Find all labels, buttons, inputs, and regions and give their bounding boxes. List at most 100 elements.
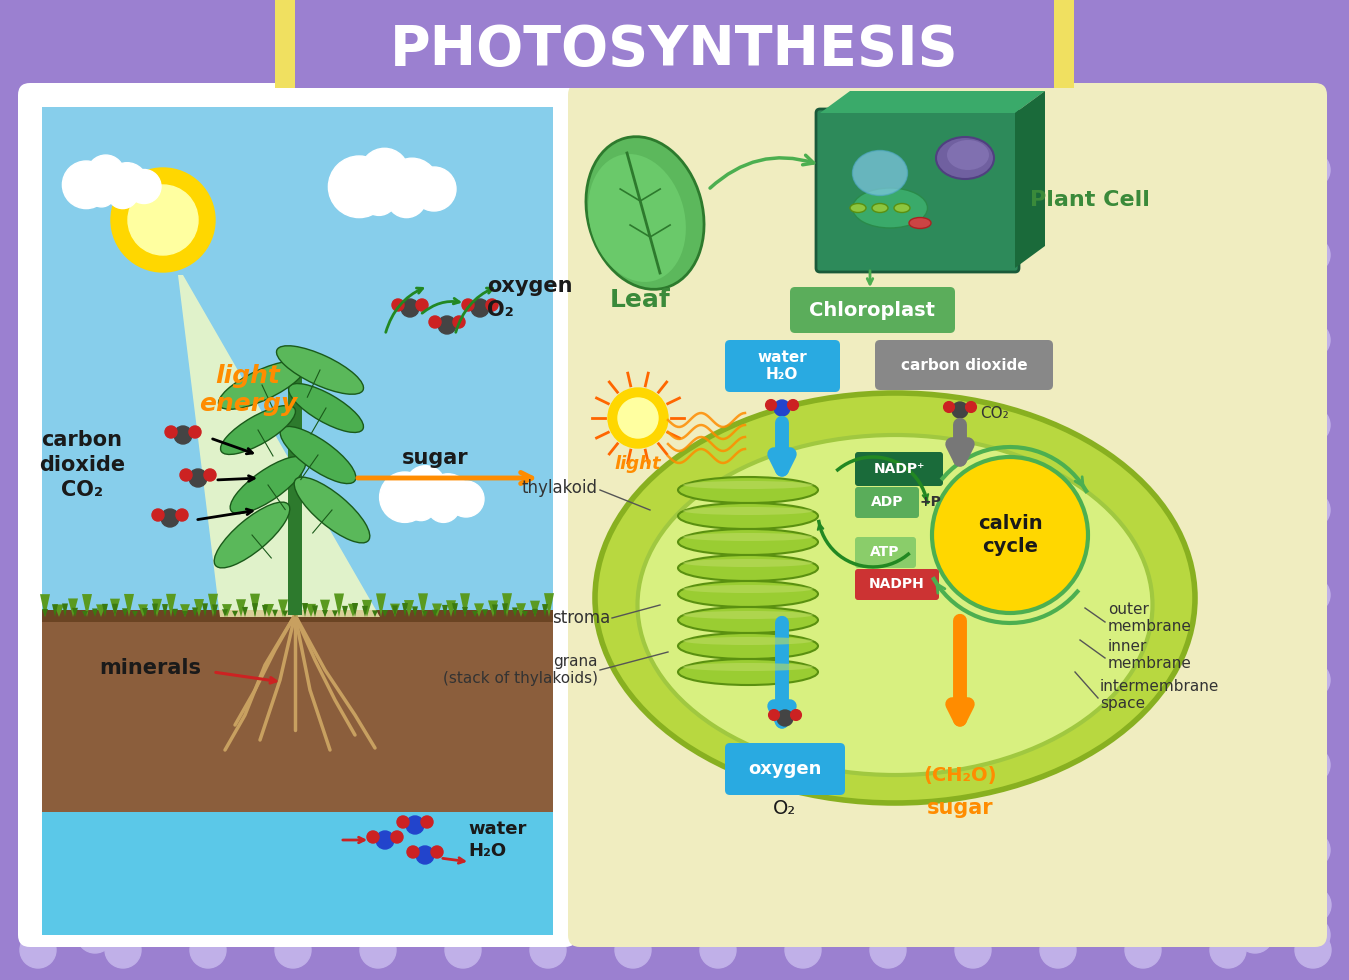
Text: light: light — [615, 455, 661, 473]
Circle shape — [1237, 152, 1273, 188]
Bar — [1054, 0, 1074, 88]
Circle shape — [20, 887, 57, 923]
Polygon shape — [820, 91, 1045, 113]
Polygon shape — [152, 599, 162, 617]
Polygon shape — [447, 601, 456, 617]
Ellipse shape — [124, 221, 140, 238]
FancyBboxPatch shape — [876, 340, 1054, 390]
Polygon shape — [418, 593, 428, 617]
Circle shape — [1237, 662, 1273, 698]
Ellipse shape — [894, 204, 911, 213]
Circle shape — [1294, 747, 1330, 783]
Circle shape — [77, 492, 113, 528]
Polygon shape — [40, 594, 50, 617]
Polygon shape — [42, 609, 49, 617]
Text: water
H₂O: water H₂O — [757, 350, 807, 382]
Polygon shape — [53, 605, 58, 617]
Polygon shape — [302, 603, 308, 617]
Circle shape — [1237, 237, 1273, 273]
FancyBboxPatch shape — [791, 287, 955, 333]
Ellipse shape — [165, 200, 179, 216]
Polygon shape — [522, 611, 527, 617]
Circle shape — [360, 887, 397, 923]
Polygon shape — [492, 605, 498, 617]
Circle shape — [1294, 152, 1330, 188]
Circle shape — [415, 299, 428, 311]
Circle shape — [204, 469, 216, 481]
Text: outer
membrane: outer membrane — [1108, 602, 1193, 634]
Ellipse shape — [186, 221, 201, 238]
Text: (CH₂O): (CH₂O) — [923, 765, 997, 785]
Bar — [42, 617, 553, 812]
Circle shape — [127, 170, 161, 204]
Circle shape — [275, 887, 312, 923]
Ellipse shape — [146, 184, 162, 201]
Ellipse shape — [162, 210, 178, 225]
Ellipse shape — [140, 232, 156, 248]
Circle shape — [111, 168, 214, 272]
Circle shape — [77, 237, 113, 273]
Ellipse shape — [679, 529, 817, 555]
Circle shape — [20, 237, 57, 273]
Polygon shape — [262, 605, 268, 617]
Circle shape — [448, 481, 484, 517]
Circle shape — [774, 400, 791, 416]
Circle shape — [1237, 577, 1273, 613]
Circle shape — [1295, 932, 1331, 968]
FancyBboxPatch shape — [568, 83, 1327, 947]
Ellipse shape — [679, 581, 817, 607]
Polygon shape — [322, 610, 328, 617]
Ellipse shape — [289, 383, 363, 432]
Circle shape — [406, 466, 445, 506]
Ellipse shape — [683, 663, 813, 671]
Text: water
H₂O: water H₂O — [468, 820, 526, 860]
Polygon shape — [411, 607, 418, 617]
Text: oxygen
O₂: oxygen O₂ — [487, 275, 572, 320]
Ellipse shape — [683, 611, 813, 619]
Polygon shape — [67, 599, 78, 617]
Circle shape — [785, 932, 822, 968]
Circle shape — [1294, 237, 1330, 273]
Circle shape — [1040, 887, 1077, 923]
Ellipse shape — [679, 477, 817, 503]
Circle shape — [1210, 932, 1246, 968]
Ellipse shape — [219, 361, 305, 410]
Polygon shape — [124, 594, 134, 617]
Text: O₂: O₂ — [773, 799, 797, 817]
Ellipse shape — [277, 346, 363, 394]
Circle shape — [128, 185, 198, 255]
Circle shape — [105, 887, 142, 923]
Circle shape — [618, 398, 658, 438]
Ellipse shape — [175, 212, 192, 228]
Polygon shape — [432, 610, 438, 617]
Polygon shape — [173, 609, 178, 617]
Bar — [42, 610, 553, 622]
Circle shape — [411, 167, 456, 211]
Polygon shape — [223, 610, 228, 617]
Circle shape — [105, 932, 142, 968]
Circle shape — [275, 932, 312, 968]
Circle shape — [791, 710, 801, 720]
Circle shape — [1237, 492, 1273, 528]
Text: calvin
cycle: calvin cycle — [978, 514, 1043, 557]
FancyBboxPatch shape — [855, 569, 939, 600]
FancyBboxPatch shape — [816, 109, 1018, 272]
Text: grana
(stack of thylakoids): grana (stack of thylakoids) — [442, 654, 598, 686]
Text: ADP: ADP — [870, 495, 904, 509]
Text: ATP: ATP — [870, 545, 900, 559]
Polygon shape — [152, 604, 158, 617]
Circle shape — [1237, 832, 1273, 868]
Ellipse shape — [220, 406, 295, 455]
Ellipse shape — [683, 507, 813, 515]
Ellipse shape — [214, 502, 290, 567]
Circle shape — [360, 932, 397, 968]
Polygon shape — [179, 605, 190, 617]
Circle shape — [615, 932, 652, 968]
Circle shape — [445, 887, 482, 923]
Ellipse shape — [850, 204, 866, 213]
Text: NADP⁺: NADP⁺ — [873, 462, 924, 476]
Text: oxygen: oxygen — [749, 760, 822, 778]
Polygon shape — [272, 610, 278, 617]
Circle shape — [175, 509, 188, 521]
Text: Chloroplast: Chloroplast — [809, 301, 935, 319]
